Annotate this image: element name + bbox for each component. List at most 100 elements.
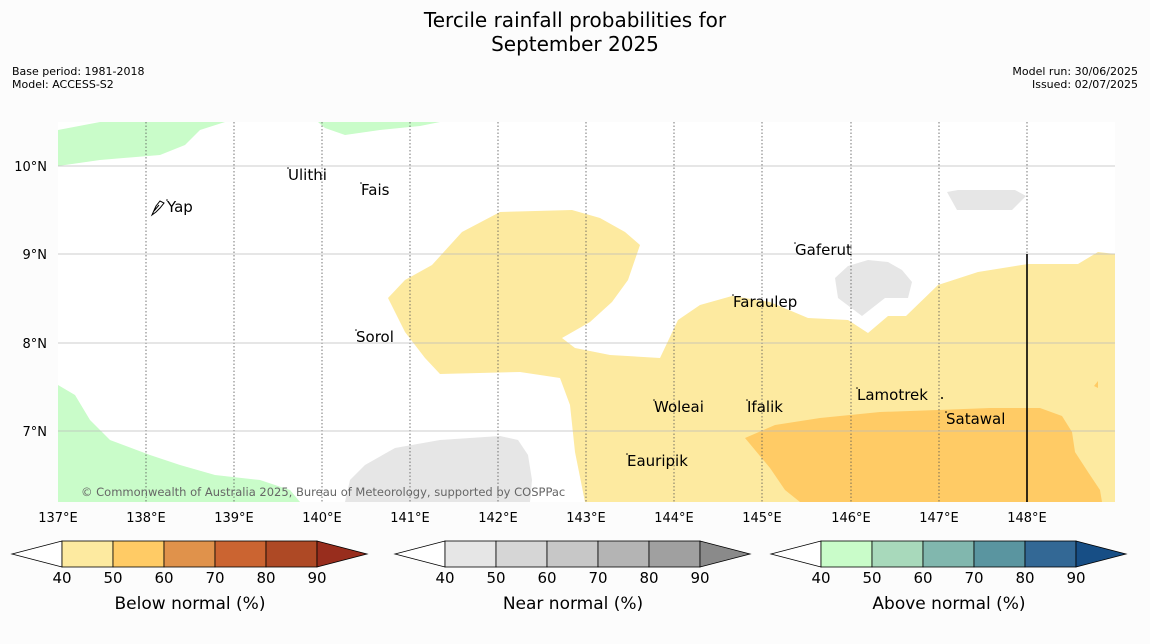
lon-label: 148°E: [1007, 511, 1047, 526]
colorbar-segment: [163, 540, 216, 568]
colorbar: 40 50 60 70 80 90: [10, 540, 369, 587]
colorbar-tick-label: 80: [1015, 569, 1034, 587]
island-marker: [945, 411, 947, 413]
colorbar-segment: [265, 540, 318, 568]
colorbar-lower-arrow: [393, 540, 446, 568]
above-normal-region-sw: [58, 385, 300, 502]
island-marker: [166, 199, 168, 201]
island-label: Faraulep: [733, 293, 797, 311]
copyright-notice: © Commonwealth of Australia 2025, Bureau…: [81, 485, 565, 499]
island-label: Sorol: [356, 328, 394, 346]
colorbar-tick-label: 70: [588, 569, 607, 587]
colorbar-tick-label: 90: [1066, 569, 1085, 587]
yap-island-icon: [150, 200, 165, 217]
colorbar-upper-arrow: [1075, 540, 1128, 568]
model-name: Model: ACCESS-S2: [12, 78, 114, 91]
gridlines: [58, 122, 1115, 502]
above-normal-region-n: [318, 122, 440, 135]
island-marker: [626, 453, 628, 455]
colorbar-upper-arrow: [316, 540, 369, 568]
map-title: Tercile rainfall probabilities for Septe…: [0, 8, 1150, 56]
lon-label: 139°E: [214, 511, 254, 526]
colorbar-tick-label: 50: [103, 569, 122, 587]
colorbar-lower-arrow: [10, 540, 63, 568]
colorbar-tick-label: 40: [435, 569, 454, 587]
island-marker: [355, 329, 357, 331]
colorbar-segment: [1024, 540, 1077, 568]
lat-label: 10°N: [14, 160, 47, 175]
lat-label: 9°N: [23, 248, 48, 263]
legend-title-near: Near normal (%): [502, 594, 644, 614]
island-marker: [732, 294, 734, 296]
legend-title-above: Above normal (%): [872, 594, 1026, 614]
lon-label: 138°E: [126, 511, 166, 526]
colorbar-tick-label: 40: [52, 569, 71, 587]
base-period: Base period: 1981-2018: [12, 65, 145, 78]
colorbar-segment: [973, 540, 1026, 568]
island-label: Ulithi: [288, 166, 327, 184]
meta-left: Base period: 1981-2018 Model: ACCESS-S2: [12, 65, 144, 91]
colorbar-tick-label: 90: [690, 569, 709, 587]
lon-label: 137°E: [38, 511, 78, 526]
title-line-1: Tercile rainfall probabilities for: [423, 8, 727, 32]
island-marker: [746, 399, 748, 401]
colorbar-tick-label: 40: [811, 569, 830, 587]
lon-label: 140°E: [302, 511, 342, 526]
near-normal-region-south: [345, 436, 532, 502]
colorbar-tick-label: 60: [537, 569, 556, 587]
island-marker: [653, 399, 655, 401]
lon-label: 146°E: [831, 511, 871, 526]
island-marker: [941, 397, 943, 399]
lon-label: 144°E: [654, 511, 694, 526]
title-line-2: September 2025: [491, 32, 659, 56]
island-label: Satawal: [946, 410, 1005, 428]
colorbar-segment: [61, 540, 114, 568]
island-label: Ifalik: [747, 398, 783, 416]
colorbar-tick-label: 80: [256, 569, 275, 587]
lon-label: 143°E: [566, 511, 606, 526]
colorbar-tick-label: 60: [913, 569, 932, 587]
colorbar-lower-arrow: [769, 540, 822, 568]
island-label: Yap: [166, 198, 193, 216]
colorbar-tick-label: 70: [964, 569, 983, 587]
colorbar-tick-label: 70: [205, 569, 224, 587]
colorbar-segment: [922, 540, 975, 568]
above-normal-region-nw: [58, 122, 225, 166]
island-label: Fais: [361, 181, 390, 199]
axis-labels: 137°E 138°E 139°E 140°E 141°E 142°E 143°E 144°E…: [14, 160, 1047, 526]
colorbar: 40 50 60 70 80 90: [393, 540, 752, 587]
island-label: Eauripik: [627, 452, 688, 470]
island-label: Woleai: [654, 398, 704, 416]
colorbar-upper-arrow: [699, 540, 752, 568]
colorbar-segment: [820, 540, 873, 568]
colorbar: 40 50 60 70 80 90: [769, 540, 1128, 587]
lat-label: 7°N: [23, 425, 48, 440]
lon-label: 147°E: [919, 511, 959, 526]
lat-label: 8°N: [23, 337, 48, 352]
colorbar-segment: [214, 540, 267, 568]
colorbar-tick-label: 50: [862, 569, 881, 587]
near-normal-region-ne: [947, 190, 1026, 210]
colorbar-segment: [112, 540, 165, 568]
colorbar-segment: [444, 540, 497, 568]
colorbar-segment: [871, 540, 924, 568]
colorbar-tick-label: 50: [486, 569, 505, 587]
colorbar-segment: [546, 540, 599, 568]
colorbar-segment: [495, 540, 548, 568]
colorbar-segment: [597, 540, 650, 568]
colorbar-segment: [648, 540, 701, 568]
legend-title-below: Below normal (%): [114, 594, 266, 614]
island-label: Gaferut: [795, 241, 852, 259]
issued-date: Issued: 02/07/2025: [1031, 78, 1138, 91]
island-labels: Ulithi Fais Yap Gaferut Faraulep Sorol Lamotre…: [166, 166, 1005, 470]
below-normal-speck: [1094, 381, 1098, 388]
colorbar-tick-label: 60: [154, 569, 173, 587]
colorbar-tick-label: 80: [639, 569, 658, 587]
island-marker: [856, 387, 858, 389]
island-marker: [360, 182, 362, 184]
lon-label: 142°E: [478, 511, 518, 526]
meta-right: Model run: 30/06/2025 Issued: 02/07/2025: [1012, 65, 1138, 91]
island-marker: [794, 242, 796, 244]
